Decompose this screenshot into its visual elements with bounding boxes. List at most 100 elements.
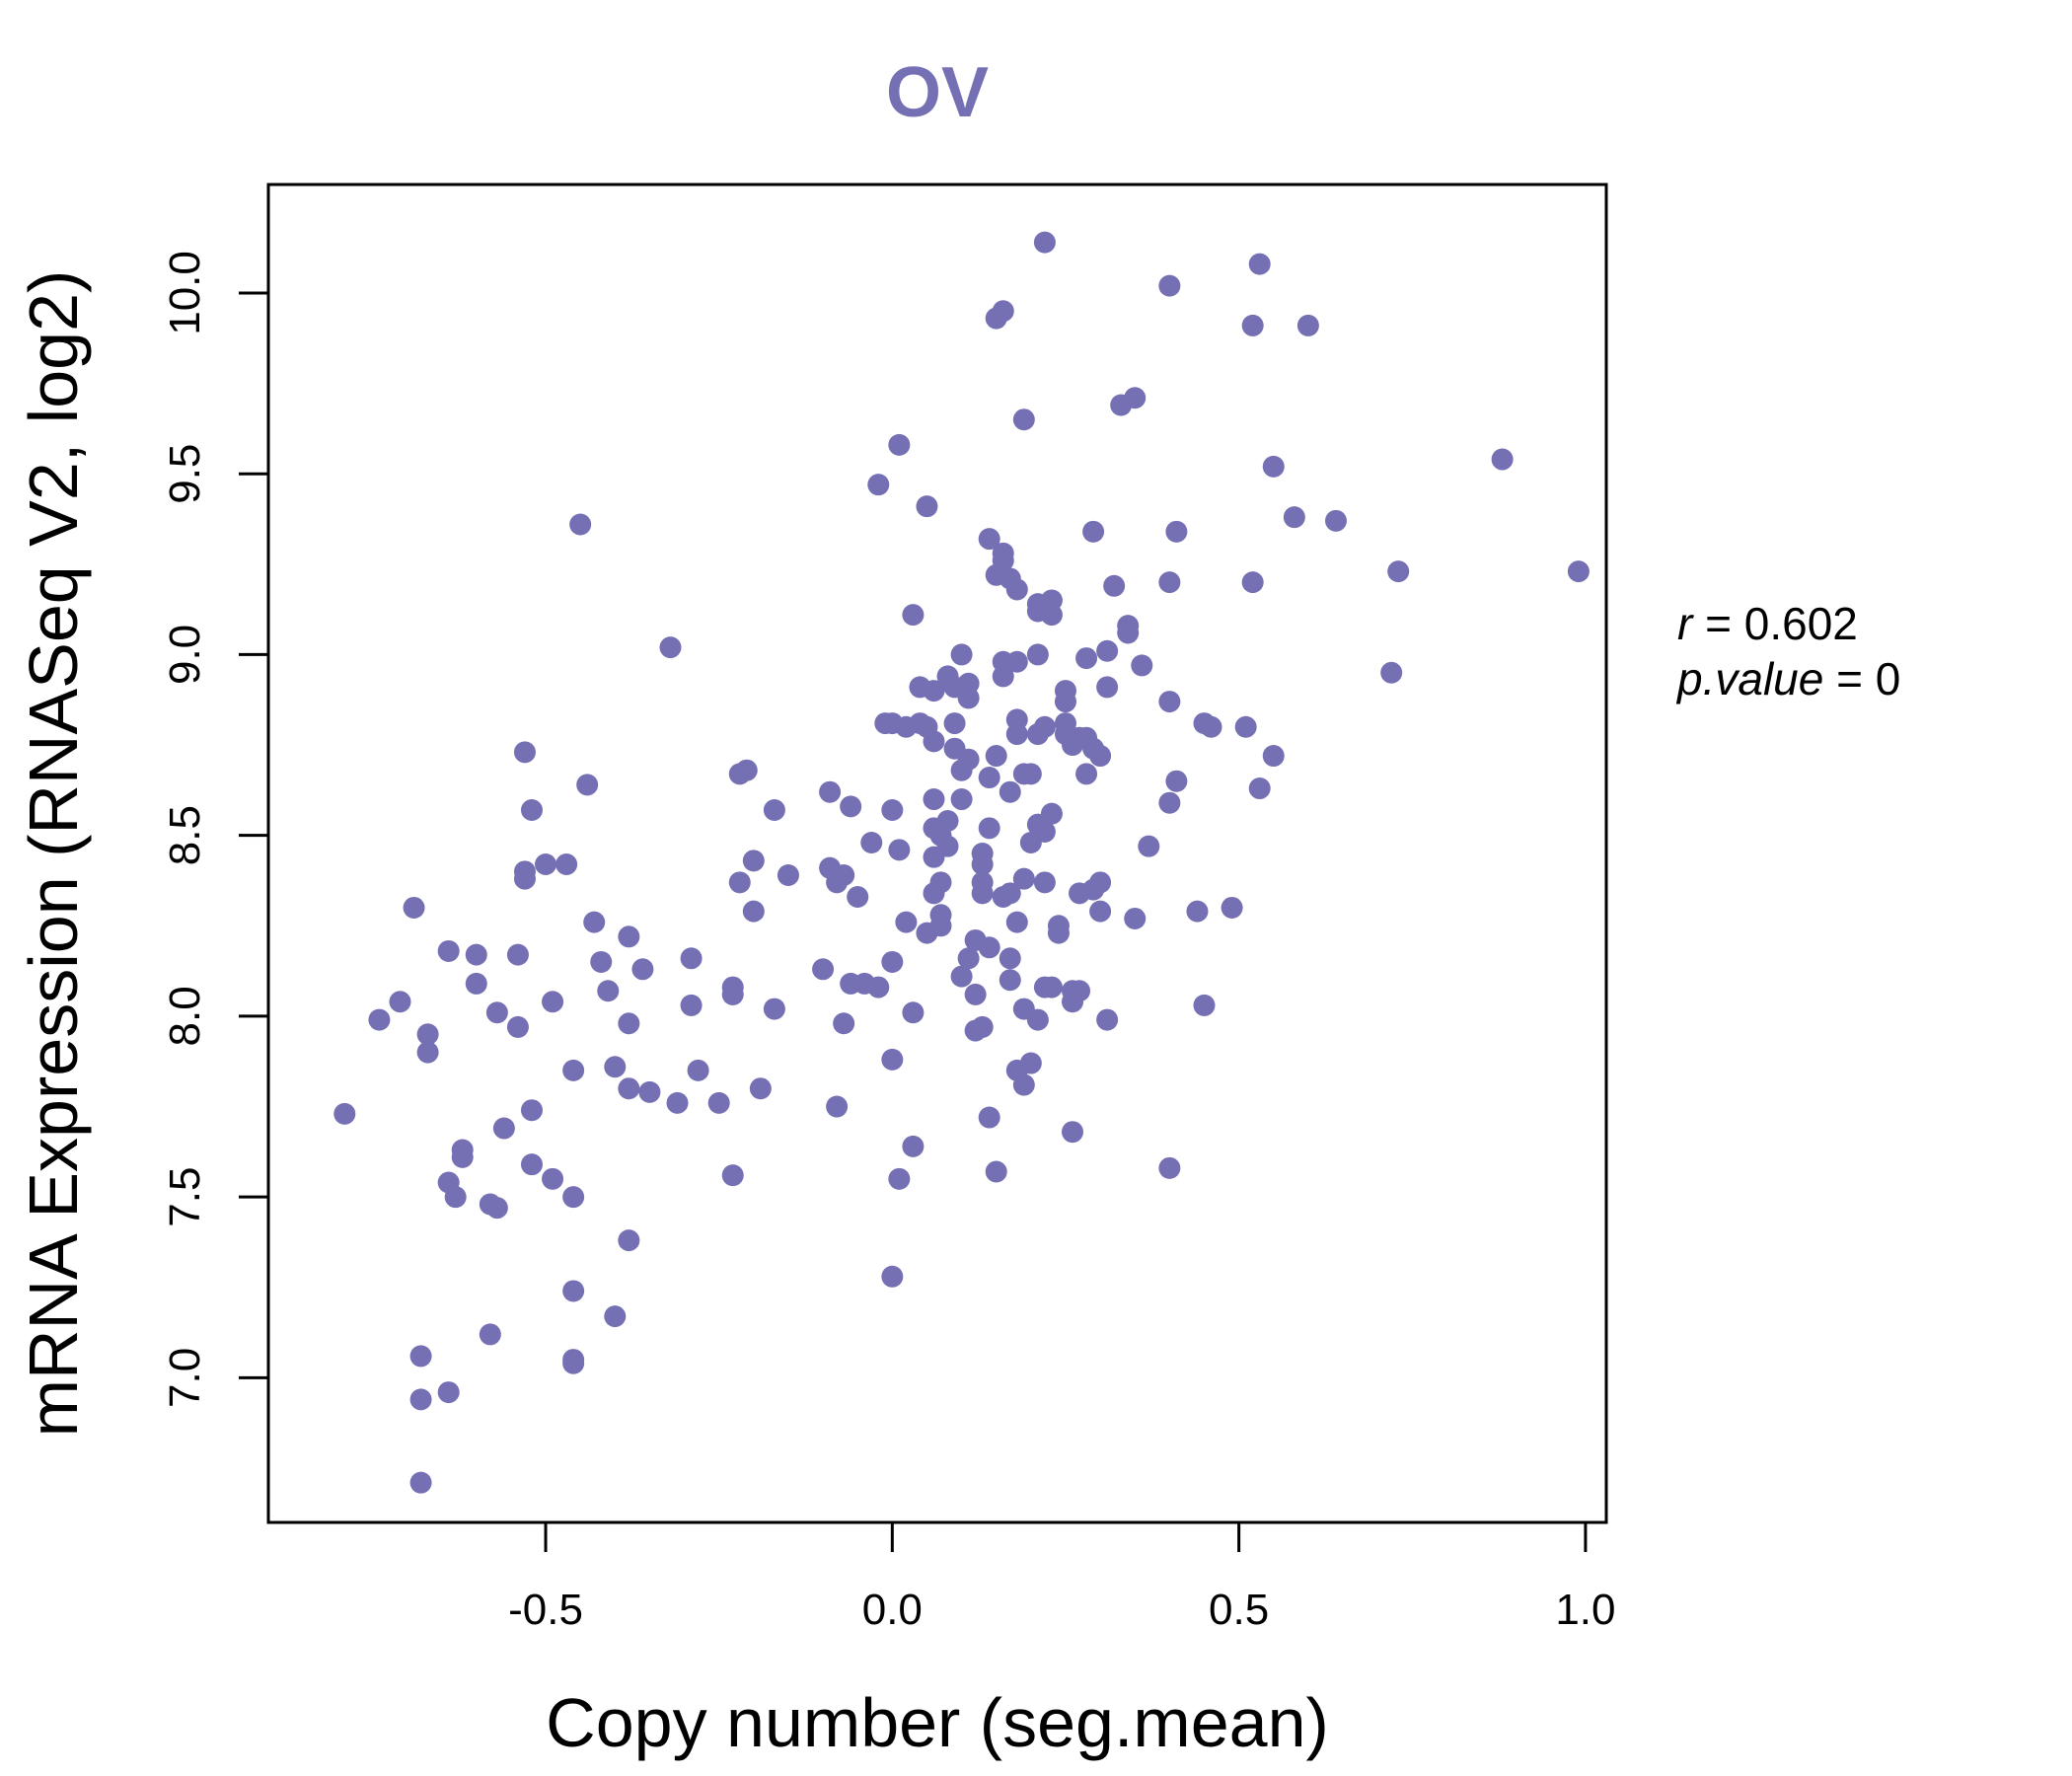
data-point (597, 980, 620, 1002)
data-point (999, 882, 1021, 905)
r-statistic: r = 0.602 (1677, 598, 1858, 649)
data-point (485, 1197, 508, 1220)
data-point (1248, 777, 1271, 800)
data-point (562, 1186, 585, 1209)
data-point (916, 495, 938, 518)
data-point (992, 550, 1014, 572)
data-point (929, 915, 952, 937)
data-point (1165, 520, 1188, 543)
r-value: 0.602 (1744, 598, 1858, 649)
data-point (492, 1117, 515, 1140)
data-point (437, 1381, 460, 1404)
data-point (1075, 763, 1098, 785)
data-point (964, 983, 987, 1005)
data-point (881, 1265, 904, 1288)
data-point (1124, 387, 1147, 409)
data-point (985, 745, 1007, 768)
data-point (888, 1167, 911, 1190)
data-point (999, 947, 1021, 970)
data-point (1047, 922, 1070, 944)
data-point (485, 1001, 508, 1024)
data-point (902, 1135, 925, 1157)
data-point (1186, 900, 1209, 923)
data-point (409, 1388, 432, 1411)
data-point (707, 1091, 730, 1114)
data-point (1096, 1008, 1119, 1031)
data-point (562, 1059, 585, 1081)
chart-title: OV (886, 53, 989, 132)
data-point (1054, 691, 1076, 713)
data-point (1241, 571, 1264, 594)
data-point (1019, 1052, 1042, 1074)
data-point (1005, 723, 1028, 746)
data-point (1012, 1073, 1035, 1096)
data-point (562, 1280, 585, 1302)
data-point (881, 950, 904, 973)
data-point (542, 991, 564, 1013)
data-point (943, 712, 966, 735)
data-point (506, 1015, 529, 1038)
data-point (1324, 509, 1347, 532)
data-point (403, 896, 425, 919)
data-point (1082, 520, 1105, 543)
data-point (520, 799, 543, 822)
p-label: p.value (1675, 653, 1823, 704)
data-point (389, 991, 411, 1013)
data-point (721, 1164, 744, 1187)
data-point (680, 947, 703, 970)
data-point (659, 636, 682, 659)
data-point (444, 1186, 467, 1209)
data-point (985, 1160, 1007, 1183)
data-point (638, 1080, 661, 1103)
data-point (409, 1345, 432, 1368)
data-point (971, 1015, 994, 1038)
data-point (513, 741, 536, 764)
data-point (777, 863, 799, 886)
data-point (978, 528, 1000, 551)
data-point (1096, 676, 1119, 699)
y-tick-label: 9.0 (161, 625, 209, 685)
y-tick-label: 10.0 (161, 251, 209, 335)
data-point (1033, 821, 1056, 844)
p-value: 0 (1876, 653, 1901, 704)
y-tick-label: 9.5 (161, 444, 209, 504)
x-tick-label: 0.5 (1209, 1586, 1269, 1634)
data-point (618, 925, 640, 948)
data-point (1075, 647, 1098, 670)
data-point (888, 839, 911, 861)
data-point (1158, 274, 1181, 297)
data-point (1033, 871, 1056, 894)
data-point (826, 1095, 849, 1118)
data-point (999, 780, 1021, 803)
y-tick-label: 7.5 (161, 1167, 209, 1227)
data-point (867, 976, 890, 999)
data-point (451, 1146, 474, 1168)
data-point (506, 943, 529, 966)
data-point (1012, 408, 1035, 431)
data-point (950, 965, 973, 988)
data-point (409, 1471, 432, 1494)
data-point (978, 1106, 1000, 1129)
x-tick-label: 1.0 (1555, 1586, 1615, 1634)
y-axis: 7.0 7.5 8.0 8.5 9.0 9.5 10.0 (161, 251, 268, 1408)
data-point (437, 939, 460, 962)
x-axis: -0.5 0.0 0.5 1.0 (508, 1522, 1616, 1634)
data-point (950, 788, 973, 811)
data-point (1193, 994, 1216, 1016)
data-point (1138, 835, 1160, 857)
data-point (535, 852, 557, 875)
data-point (1040, 802, 1063, 825)
x-axis-label: Copy number (seg.mean) (546, 1684, 1329, 1761)
data-point (1283, 506, 1305, 529)
data-point (971, 852, 994, 875)
data-point (923, 788, 945, 811)
data-point (1026, 643, 1049, 666)
data-point (978, 817, 1000, 840)
data-point (1380, 661, 1403, 684)
y-tick-label: 8.0 (161, 986, 209, 1046)
data-point (840, 795, 862, 818)
data-point (1069, 980, 1091, 1002)
data-point (742, 900, 765, 923)
data-point (1158, 571, 1181, 594)
data-point (978, 936, 1000, 959)
